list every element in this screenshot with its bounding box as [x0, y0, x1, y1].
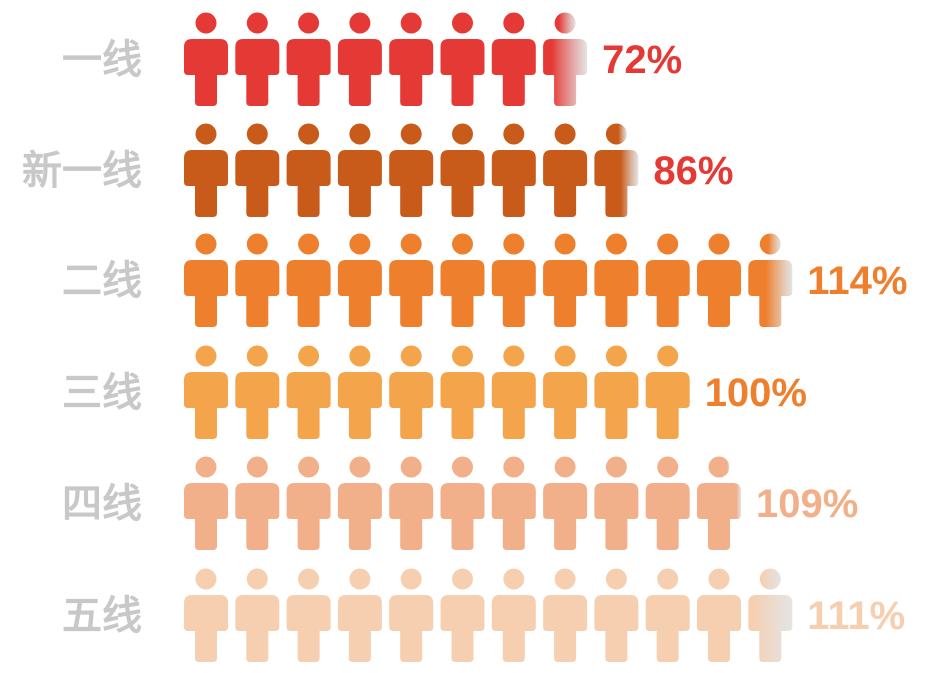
person-icon — [184, 233, 228, 327]
person-icon — [337, 12, 382, 106]
value-label: 111% — [807, 594, 905, 638]
person-icon — [389, 12, 434, 106]
person-icon — [286, 12, 331, 106]
person-icon — [389, 568, 434, 662]
person-icon — [440, 568, 485, 662]
value-label: 114% — [807, 259, 907, 303]
chart-row: 三线 100% — [62, 345, 807, 439]
person-icon — [543, 123, 588, 217]
person-icon — [235, 456, 280, 550]
person-icon — [337, 568, 382, 662]
person-icon — [235, 345, 280, 439]
person-icon — [440, 345, 485, 439]
person-icon — [543, 233, 588, 327]
person-icon — [184, 456, 228, 550]
value-label: 86% — [653, 149, 733, 193]
person-icon — [543, 568, 588, 662]
person-icon — [491, 12, 536, 106]
category-label: 二线 — [62, 258, 142, 304]
person-icon — [286, 568, 331, 662]
person-icon — [286, 233, 331, 327]
person-icon — [235, 568, 280, 662]
person-icon — [491, 345, 536, 439]
person-icon — [184, 12, 228, 106]
person-icon — [594, 456, 639, 550]
person-icon — [337, 233, 382, 327]
person-icon — [645, 568, 690, 662]
person-icon — [235, 233, 280, 327]
person-icon — [645, 233, 690, 327]
person-icon — [389, 345, 434, 439]
person-icon-partial — [697, 456, 741, 550]
person-icon — [235, 12, 280, 106]
person-icon — [286, 345, 331, 439]
person-icon — [594, 568, 639, 662]
person-icon — [697, 233, 741, 327]
person-icon — [645, 345, 690, 439]
person-icon — [337, 456, 382, 550]
person-icon — [697, 568, 741, 662]
person-icon — [491, 568, 536, 662]
category-label: 新一线 — [22, 148, 142, 194]
value-label: 100% — [705, 371, 807, 415]
category-label: 四线 — [62, 481, 142, 527]
person-icon-partial — [543, 12, 588, 106]
person-icon — [286, 456, 331, 550]
person-icon — [543, 345, 588, 439]
value-label: 72% — [602, 38, 682, 82]
person-icon-partial — [748, 568, 793, 662]
category-label: 一线 — [62, 37, 142, 83]
chart-rows: 一线 72% 新一线 86% 二线 114% 三线 100% 四线 109% 五线 111% — [22, 12, 907, 662]
person-icon — [389, 123, 434, 217]
person-icon — [543, 456, 588, 550]
chart-row: 二线 114% — [62, 233, 907, 327]
category-label: 五线 — [62, 593, 142, 639]
person-icon — [594, 233, 639, 327]
person-icon — [184, 568, 228, 662]
person-icon — [184, 345, 228, 439]
person-icon — [184, 123, 228, 217]
person-icon — [337, 123, 382, 217]
person-icon — [440, 456, 485, 550]
person-icon — [337, 345, 382, 439]
chart-row: 一线 72% — [62, 12, 682, 106]
person-icon — [491, 233, 536, 327]
person-icon — [491, 456, 536, 550]
chart-row: 四线 109% — [62, 456, 858, 550]
person-icon — [286, 123, 331, 217]
chart-row: 五线 111% — [62, 568, 905, 662]
person-icon — [440, 12, 485, 106]
person-icon — [440, 123, 485, 217]
value-label: 109% — [756, 482, 858, 526]
person-icon — [389, 456, 434, 550]
person-icon — [440, 233, 485, 327]
person-icon — [389, 233, 434, 327]
person-icon-partial — [748, 233, 793, 327]
chart-row: 新一线 86% — [22, 123, 733, 217]
person-icon — [645, 456, 690, 550]
person-icon — [594, 345, 639, 439]
category-label: 三线 — [62, 370, 142, 416]
person-icon — [491, 123, 536, 217]
person-icon-partial — [594, 123, 639, 217]
person-icon — [235, 123, 280, 217]
